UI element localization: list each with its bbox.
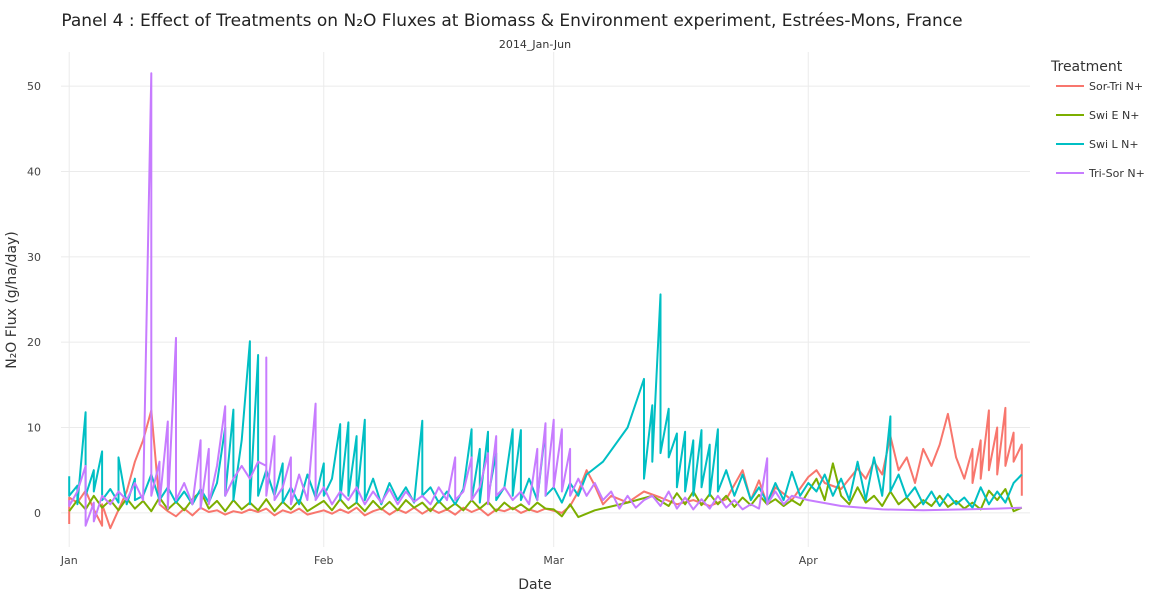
y-tick-label: 50	[27, 80, 41, 93]
legend-items: Sor-Tri N+ Swi E N+ Swi L N+ Tri-Sor N+	[1056, 80, 1145, 180]
x-axis-ticks: Jan Feb Mar Apr	[60, 554, 819, 567]
chart-title: Panel 4 : Effect of Treatments on N₂O Fl…	[61, 11, 962, 31]
y-tick-label: 30	[27, 251, 41, 264]
y-tick-label: 10	[27, 422, 41, 435]
legend-label: Swi L N+	[1089, 138, 1139, 151]
x-tick-label: Jan	[60, 554, 78, 567]
x-tick-label: Apr	[799, 554, 819, 567]
x-axis-title: Date	[518, 577, 551, 590]
x-gridlines	[68, 52, 809, 547]
y-tick-label: 40	[27, 165, 41, 178]
series-line-2	[68, 462, 1023, 519]
plot-area: Jan Feb Mar Apr 0 10 20 30 40 50	[27, 52, 1030, 567]
y-axis-ticks: 0 10 20 30 40 50	[27, 80, 41, 520]
chart-subtitle: 2014_Jan-Jun	[499, 38, 571, 51]
series-line-3	[68, 293, 1023, 509]
series-line-1	[68, 406, 1023, 530]
legend-label: Tri-Sor N+	[1088, 167, 1145, 180]
legend: Treatment Sor-Tri N+ Swi E N+ Swi L N+ Tri-…	[1050, 59, 1145, 180]
x-tick-label: Mar	[543, 554, 564, 567]
legend-label: Sor-Tri N+	[1089, 80, 1143, 93]
series-layer	[68, 72, 1023, 530]
y-axis-title: N₂O Flux (g/ha/day)	[4, 231, 20, 369]
x-tick-label: Feb	[314, 554, 333, 567]
y-tick-label: 20	[27, 336, 41, 349]
legend-label: Swi E N+	[1089, 109, 1139, 122]
legend-title: Treatment	[1050, 59, 1123, 75]
series-line-4	[68, 72, 1022, 527]
y-tick-label: 0	[34, 507, 41, 520]
